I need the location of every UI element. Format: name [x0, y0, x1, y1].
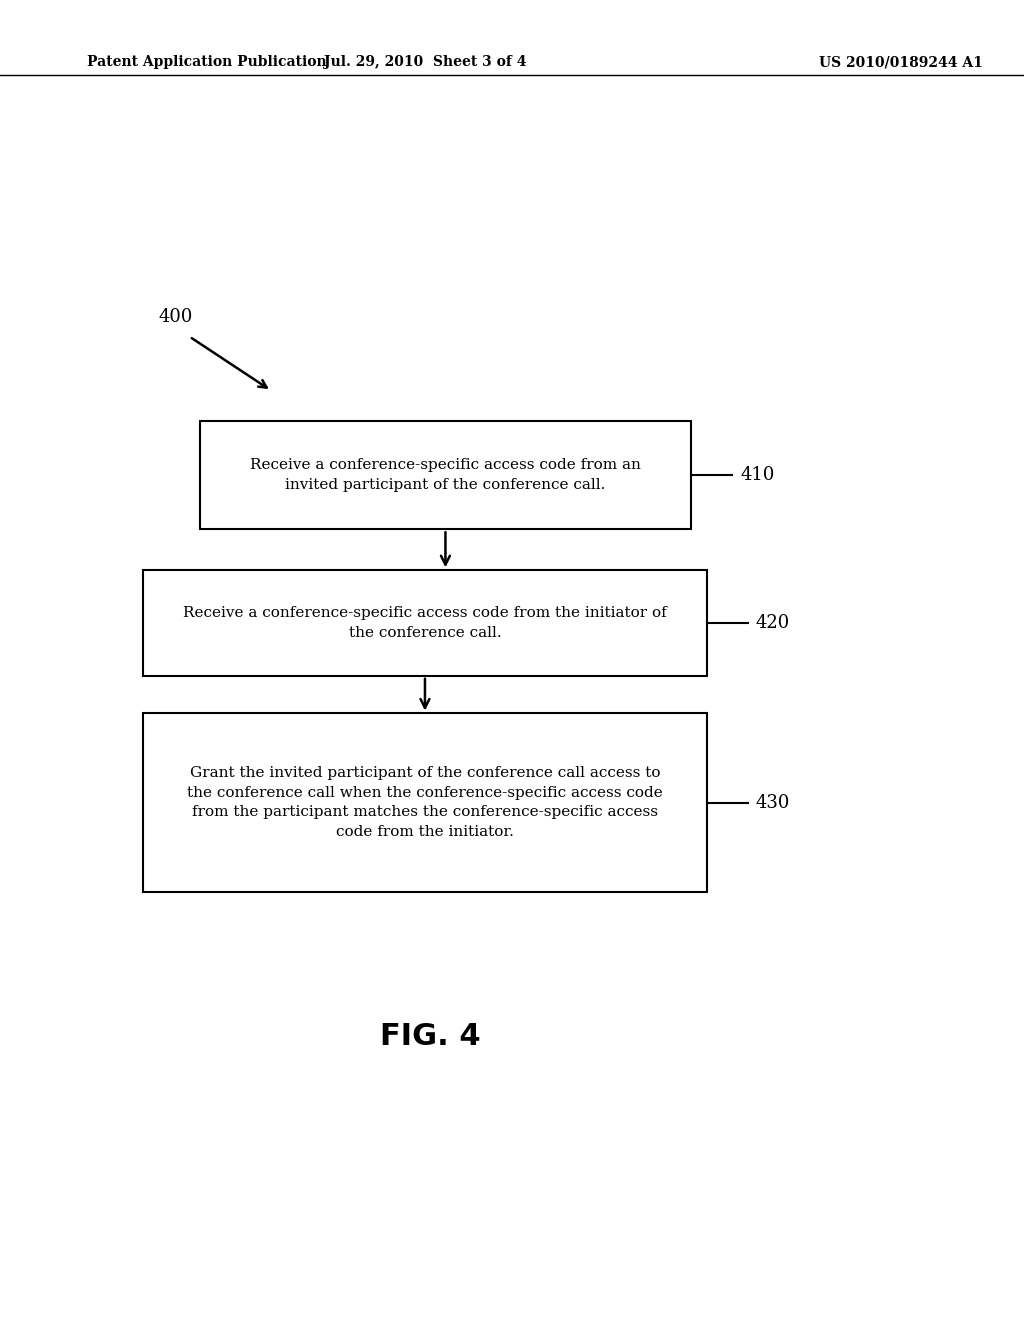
Text: US 2010/0189244 A1: US 2010/0189244 A1: [819, 55, 983, 69]
FancyBboxPatch shape: [200, 421, 691, 529]
Text: Grant the invited participant of the conference call access to
the conference ca: Grant the invited participant of the con…: [187, 767, 663, 838]
FancyBboxPatch shape: [143, 713, 707, 892]
Text: 430: 430: [756, 793, 791, 812]
Text: Receive a conference-specific access code from an
invited participant of the con: Receive a conference-specific access cod…: [250, 458, 641, 492]
Text: Patent Application Publication: Patent Application Publication: [87, 55, 327, 69]
Text: FIG. 4: FIG. 4: [380, 1022, 480, 1051]
Text: Receive a conference-specific access code from the initiator of
the conference c: Receive a conference-specific access cod…: [183, 606, 667, 640]
Text: 420: 420: [756, 614, 790, 632]
Text: 400: 400: [159, 308, 194, 326]
FancyBboxPatch shape: [143, 570, 707, 676]
Text: 410: 410: [740, 466, 775, 484]
Text: Jul. 29, 2010  Sheet 3 of 4: Jul. 29, 2010 Sheet 3 of 4: [324, 55, 526, 69]
